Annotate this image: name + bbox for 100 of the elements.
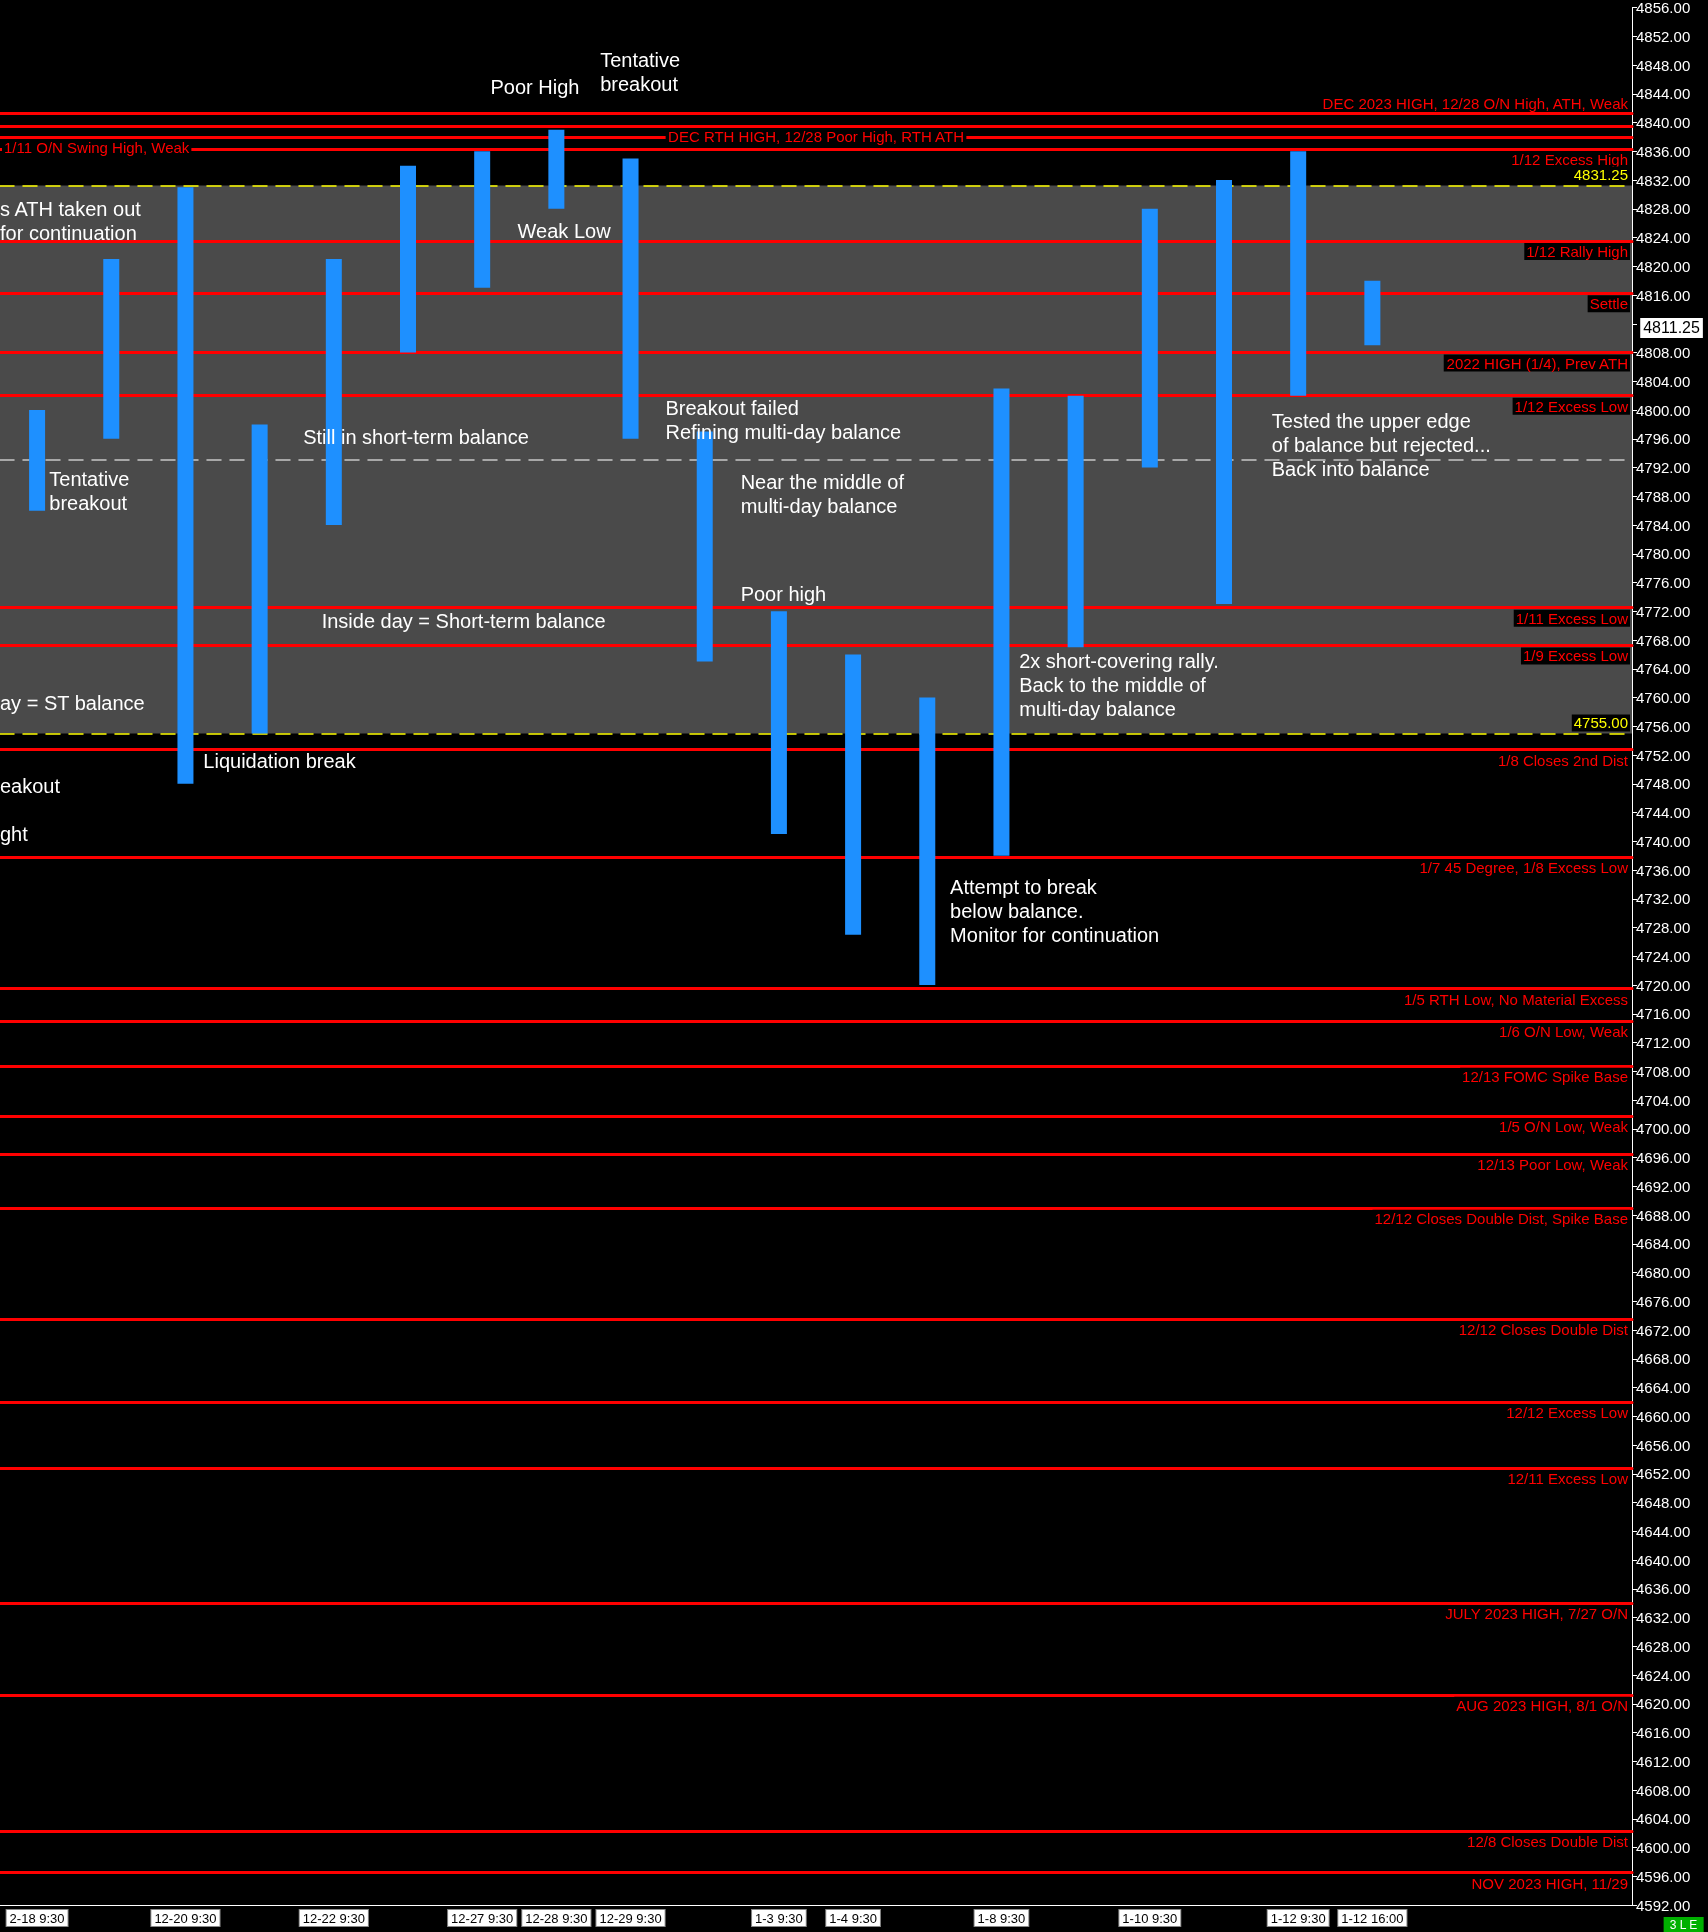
ref-line-label: 12/8 Closes Double Dist — [1467, 1833, 1629, 1851]
y-tick-label: 4596.00 — [1636, 1867, 1691, 1885]
y-tick-label: 4712.00 — [1636, 1034, 1691, 1051]
y-tick-label: 4836.00 — [1636, 142, 1691, 160]
bar — [1290, 151, 1307, 396]
y-tick-label: 4680.00 — [1636, 1264, 1691, 1281]
ref-line-label: 12/13 FOMC Spike Base — [1462, 1067, 1628, 1085]
y-tick-label: 4608.00 — [1636, 1781, 1691, 1799]
y-tick-label: 4604.00 — [1636, 1810, 1691, 1828]
annotation: Poor high — [740, 582, 827, 605]
ref-line-label: 12/12 Excess Low — [1506, 1403, 1629, 1421]
annotation: 2x short-covering rally. Back to the middle of multi-day balance — [1019, 650, 1219, 721]
y-tick-label: 4652.00 — [1636, 1465, 1691, 1483]
x-tick-label: 2-18 9:30 — [9, 1911, 65, 1926]
bar — [1141, 208, 1158, 468]
y-tick-label: 4780.00 — [1636, 545, 1691, 563]
ref-line-label: 4831.25 — [1573, 166, 1628, 184]
x-tick-label: 1-12 16:00 — [1341, 1911, 1404, 1926]
ref-line-label: DEC RTH HIGH, 12/28 Poor High, RTH ATH — [668, 128, 964, 146]
x-tick-label: 1-12 9:30 — [1270, 1911, 1326, 1926]
y-tick-label: 4632.00 — [1636, 1609, 1691, 1626]
y-tick-label: 4704.00 — [1636, 1091, 1691, 1109]
y-tick-label: 4616.00 — [1636, 1724, 1691, 1741]
y-tick-label: 4776.00 — [1636, 574, 1691, 591]
ref-line-label: 12/12 Closes Double Dist — [1458, 1321, 1629, 1339]
y-tick-label: 4800.00 — [1636, 401, 1691, 419]
y-tick-label: 4808.00 — [1636, 344, 1691, 361]
ref-line-label: 4755.00 — [1573, 714, 1628, 732]
x-tick-label: 12-27 9:30 — [451, 1911, 514, 1926]
annotation: Breakout failed Refining multi-day balance — [665, 396, 902, 443]
y-tick-label: 4660.00 — [1636, 1407, 1691, 1425]
x-tick-label: 12-28 9:30 — [525, 1911, 588, 1926]
y-tick-label: 4668.00 — [1636, 1350, 1691, 1368]
annotation: Attempt to break below balance. Monitor for continuation — [950, 875, 1160, 946]
ref-line-label: 2022 HIGH (1/4), Prev ATH — [1446, 354, 1628, 372]
annotation: Tentative breakout — [49, 468, 130, 515]
bar — [845, 654, 862, 935]
x-tick-label: 1-10 9:30 — [1122, 1911, 1178, 1926]
y-tick-label: 4852.00 — [1636, 27, 1691, 45]
x-tick-label: 1-4 9:30 — [829, 1911, 877, 1926]
ref-line-label: Settle — [1589, 295, 1628, 313]
annotation: eakout — [0, 774, 61, 797]
bar — [919, 697, 936, 985]
annotation: ay = ST balance — [0, 692, 145, 715]
y-tick-label: 4684.00 — [1636, 1235, 1691, 1253]
y-tick-label: 4592.00 — [1636, 1896, 1691, 1914]
y-tick-label: 4672.00 — [1636, 1321, 1691, 1339]
x-tick-label: 1-3 9:30 — [755, 1911, 803, 1926]
y-tick-label: 4708.00 — [1636, 1062, 1691, 1080]
y-tick-label: 4720.00 — [1636, 976, 1691, 994]
y-tick-label: 4764.00 — [1636, 660, 1691, 678]
y-tick-label: 4656.00 — [1636, 1436, 1691, 1454]
y-tick-label: 4628.00 — [1636, 1637, 1691, 1655]
y-tick-label: 4664.00 — [1636, 1379, 1691, 1396]
bar — [177, 187, 194, 784]
y-tick-label: 4700.00 — [1636, 1120, 1691, 1138]
annotation: Liquidation break — [203, 750, 357, 773]
annotation: Tentative breakout — [600, 49, 681, 96]
bar — [548, 129, 565, 209]
ref-line-label: AUG 2023 HIGH, 8/1 O/N — [1456, 1696, 1628, 1714]
y-tick-label: 4748.00 — [1636, 775, 1691, 793]
y-tick-label: 4688.00 — [1636, 1206, 1691, 1224]
ref-line-label: 1/5 O/N Low, Weak — [1499, 1118, 1629, 1136]
ref-line-label: 1/5 RTH Low, No Material Excess — [1404, 990, 1628, 1008]
ref-line-label: 1/11 O/N Swing High, Weak — [4, 138, 190, 156]
y-tick-label: 4600.00 — [1636, 1839, 1691, 1856]
ref-line-label: 1/12 Excess High — [1511, 151, 1628, 169]
annotation: Near the middle of multi-day balance — [740, 470, 905, 517]
x-tick-label: 12-29 9:30 — [599, 1911, 662, 1926]
y-tick-label: 4844.00 — [1636, 85, 1691, 103]
ref-line-label: 1/8 Closes 2nd Dist — [1497, 751, 1629, 769]
y-tick-label: 4624.00 — [1636, 1666, 1691, 1684]
bar — [29, 410, 46, 511]
ref-line-label: 12/12 Closes Double Dist, Spike Base — [1374, 1209, 1628, 1227]
y-tick-label: 4620.00 — [1636, 1695, 1691, 1713]
ref-line-label: JULY 2023 HIGH, 7/27 O/N — [1445, 1605, 1628, 1623]
text: 3 L E — [1669, 1917, 1698, 1932]
y-tick-label: 4760.00 — [1636, 689, 1691, 706]
bar — [770, 611, 787, 835]
y-tick-label: 4816.00 — [1636, 286, 1691, 304]
y-tick-label: 4752.00 — [1636, 746, 1691, 764]
annotation: ght — [0, 822, 29, 845]
y-tick-label: 4736.00 — [1636, 861, 1691, 879]
y-tick-label: 4772.00 — [1636, 602, 1691, 620]
annotation: Poor High — [490, 76, 580, 99]
ref-line-label: 12/13 Poor Low, Weak — [1477, 1155, 1629, 1173]
ref-line-label: DEC 2023 HIGH, 12/28 O/N High, ATH, Weak — [1322, 94, 1629, 112]
y-tick-label: 4640.00 — [1636, 1551, 1691, 1569]
x-tick-label: 1-8 9:30 — [977, 1911, 1026, 1926]
y-tick-label: 4756.00 — [1636, 717, 1691, 735]
y-tick-label: 4716.00 — [1636, 1005, 1691, 1023]
bar — [400, 165, 416, 353]
ref-line-label: 1/11 Excess Low — [1515, 609, 1629, 627]
y-tick-label: 4828.00 — [1636, 200, 1691, 218]
y-tick-label: 4784.00 — [1636, 516, 1691, 534]
ref-line-label: 12/11 Excess Low — [1507, 1470, 1629, 1488]
annotation: Weak Low — [517, 220, 612, 243]
y-tick-label: 4744.00 — [1636, 804, 1691, 821]
ref-line-label: 1/6 O/N Low, Weak — [1499, 1022, 1629, 1040]
y-tick-label: 4820.00 — [1636, 257, 1691, 275]
